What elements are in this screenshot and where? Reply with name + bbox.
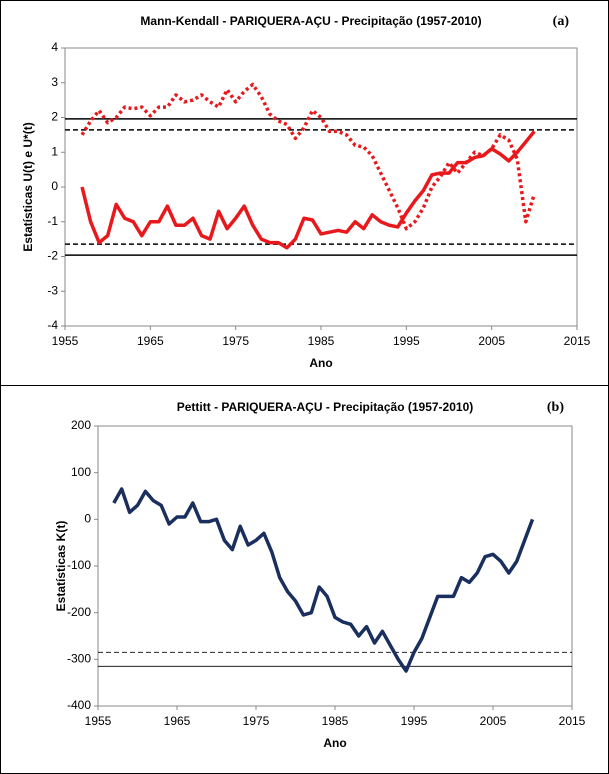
y-tick-label: -3 [47, 283, 58, 297]
panel-label: (a) [553, 14, 570, 29]
x-axis-label: Ano [309, 356, 332, 370]
chart-title: Pettitt - PARIQUERA-AÇU - Precipitação (… [177, 400, 474, 414]
x-tick-label: 1995 [393, 334, 420, 348]
y-axis-label: Estatísticas U(t) e U*(t) [21, 122, 35, 251]
y-tick-label: -2 [47, 249, 58, 263]
x-tick-label: 2005 [480, 714, 507, 728]
y-tick-label: 3 [51, 75, 58, 89]
y-tick-label: -300 [67, 652, 91, 666]
x-tick-label: 1965 [137, 334, 164, 348]
y-tick-label: 2 [51, 110, 58, 124]
data-line [112, 487, 535, 673]
panel-label: (b) [547, 400, 564, 415]
y-tick-label: 4 [51, 40, 58, 54]
x-tick-label: 1985 [322, 714, 349, 728]
y-tick-label: 0 [51, 179, 58, 193]
plot-area [97, 425, 573, 707]
chart-title: Mann-Kendall - PARIQUERA-AÇU - Precipita… [140, 14, 481, 28]
x-tick-label: 1965 [164, 714, 191, 728]
y-tick-label: -200 [67, 605, 91, 619]
plot-area [64, 47, 578, 327]
x-tick-label: 2015 [564, 334, 591, 348]
y-axis-label: Estatísticas K(t) [54, 521, 68, 612]
x-tick-label: 1955 [52, 334, 79, 348]
data-line [80, 130, 536, 250]
x-axis-label: Ano [323, 736, 346, 750]
x-tick-label: 1995 [401, 714, 428, 728]
data-line [80, 82, 537, 231]
x-tick-label: 1955 [85, 714, 112, 728]
y-tick-label: 0 [84, 512, 91, 526]
y-tick-label: -4 [47, 318, 58, 332]
y-tick-label: 200 [71, 418, 91, 432]
x-tick-label: 1975 [243, 714, 270, 728]
x-tick-label: 1975 [222, 334, 249, 348]
y-tick-label: 1 [51, 144, 58, 158]
x-tick-label: 2015 [559, 714, 586, 728]
x-tick-label: 2005 [478, 334, 505, 348]
y-tick-label: -1 [47, 214, 58, 228]
y-tick-label: -400 [67, 698, 91, 712]
y-tick-label: 100 [71, 465, 91, 479]
x-tick-label: 1985 [308, 334, 335, 348]
y-tick-label: -100 [67, 558, 91, 572]
